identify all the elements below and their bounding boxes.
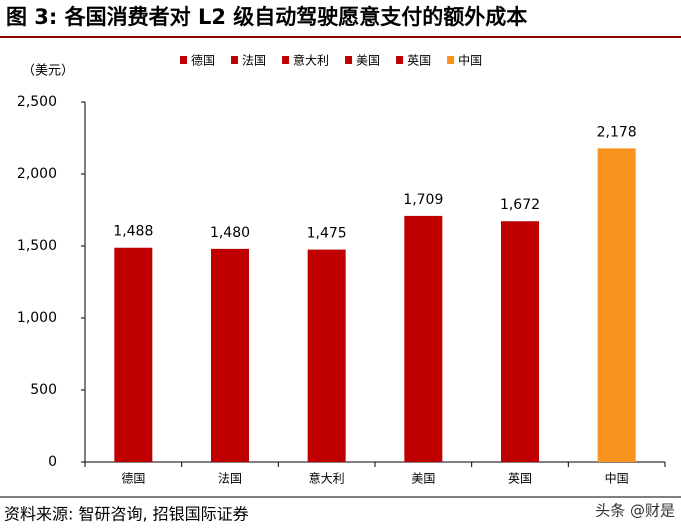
bar: [404, 215, 443, 462]
legend-label: 中国: [458, 53, 482, 68]
x-tick-label: 英国: [508, 472, 532, 486]
legend-swatch: [282, 56, 290, 64]
legend-swatch: [231, 56, 239, 64]
x-tick-label: 意大利: [309, 471, 345, 486]
bar: [114, 247, 153, 462]
y-tick-label: 1,000: [17, 310, 57, 326]
legend-swatch: [396, 56, 404, 64]
x-tick-label: 美国: [411, 472, 435, 486]
x-tick-label: 中国: [605, 471, 629, 486]
y-tick-label: 2,000: [17, 166, 57, 182]
legend-label: 美国: [356, 54, 380, 68]
legend-label: 意大利: [293, 53, 329, 68]
watermark: 头条 @财是: [595, 502, 675, 520]
legend-label: 德国: [191, 53, 215, 68]
bar: [597, 148, 636, 463]
legend-swatch: [180, 56, 187, 64]
value-label: 1,709: [403, 192, 443, 208]
value-label: 1,672: [500, 197, 540, 213]
value-label: 2,178: [597, 124, 637, 140]
x-tick-label: 法国: [218, 472, 242, 486]
legend-label: 英国: [407, 54, 431, 68]
legend-label: 法国: [242, 54, 266, 68]
bar: [307, 249, 346, 462]
value-label: 1,475: [307, 226, 347, 242]
unit-label: （美元）: [22, 64, 74, 79]
bar: [501, 221, 539, 462]
x-tick-label: 德国: [121, 471, 145, 486]
bar: [211, 248, 249, 462]
y-tick-label: 2,500: [17, 94, 57, 110]
y-tick-label: 0: [48, 454, 57, 470]
source: 资料来源: 智研咨询, 招银国际证券: [4, 505, 249, 524]
chart-title: 图 3: 各国消费者对 L2 级自动驾驶愿意支付的额外成本: [6, 5, 527, 29]
legend-swatch: [447, 56, 455, 64]
legend-swatch: [345, 56, 353, 64]
value-label: 1,488: [113, 224, 153, 240]
y-tick-label: 500: [30, 382, 57, 398]
y-tick-label: 1,500: [17, 238, 57, 254]
value-label: 1,480: [210, 225, 250, 241]
